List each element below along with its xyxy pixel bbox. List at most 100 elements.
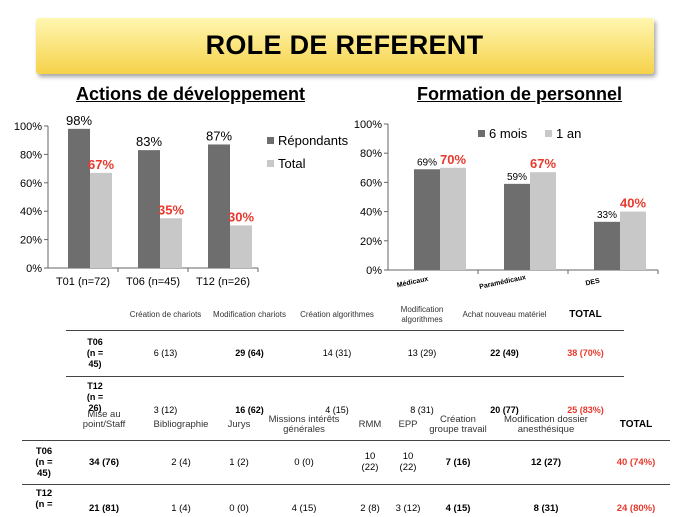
data-label: 33%	[597, 210, 617, 221]
x-tick-label: DES	[585, 278, 601, 288]
y-tick-label: 80%	[20, 149, 42, 161]
cell: 13 (29)	[382, 329, 462, 376]
legend-swatch	[478, 130, 485, 137]
cell: 29 (64)	[207, 329, 292, 376]
bar	[230, 225, 252, 268]
bar	[530, 172, 556, 270]
bar	[620, 211, 646, 270]
bar	[208, 144, 230, 268]
bar	[138, 150, 160, 268]
bar	[594, 221, 620, 270]
y-tick-label: 60%	[360, 177, 382, 189]
table1-header: Modification algorithmes	[400, 304, 444, 324]
table-actions: Création de chariots Modification chario…	[66, 300, 624, 416]
cell: 22 (49)	[462, 329, 547, 376]
y-tick-label: 0%	[366, 265, 382, 277]
data-label: 35%	[158, 202, 184, 217]
table2-header: Missions intérêts générales	[268, 413, 340, 435]
y-tick-label: 20%	[20, 235, 42, 247]
bar	[440, 167, 466, 270]
x-tick-label: T12 (n=26)	[196, 276, 250, 288]
cell: 8 (31)	[490, 483, 602, 514]
data-label: 87%	[206, 128, 232, 143]
cell: 34 (76)	[66, 439, 142, 484]
legend-swatch	[267, 137, 274, 144]
row-label: T06 (n = 45)	[22, 439, 66, 484]
y-tick-label: 40%	[360, 207, 382, 219]
cell: 2 (4)	[142, 439, 220, 484]
cell: 4 (15)	[292, 375, 382, 416]
bar	[90, 172, 112, 268]
table2-header: Mise au point/Staff	[82, 409, 126, 430]
table2-header: Création groupe travail	[429, 413, 487, 435]
table2-header: Jurys	[227, 418, 251, 430]
y-tick-label: 40%	[20, 206, 42, 218]
right-chart-title: Formation de personnel	[417, 84, 623, 104]
row-label: T12 (n =	[22, 483, 66, 514]
table2-header: RMM	[358, 418, 382, 430]
cell: 1 (2)	[220, 439, 258, 484]
cell: 4 (15)	[258, 483, 350, 514]
legend-label: 1 an	[556, 126, 581, 141]
row-label: T06 (n = 45)	[66, 329, 124, 376]
x-tick-label: Médicaux	[396, 276, 429, 290]
y-tick-label: 20%	[360, 236, 382, 248]
cell: 3 (12)	[390, 483, 426, 514]
x-tick-label: Paramédicaux	[479, 274, 527, 291]
cell: 14 (31)	[292, 329, 382, 376]
cell: 8 (31)	[382, 375, 462, 416]
cell: 6 (13)	[124, 329, 207, 376]
y-tick-label: 0%	[26, 263, 42, 275]
left-chart-title: Actions de développement	[76, 84, 306, 104]
table2-header: Bibliographie	[153, 418, 209, 430]
cell-total: 25 (83%)	[547, 375, 624, 416]
cell: 7 (16)	[426, 439, 490, 484]
data-label: 98%	[66, 113, 92, 128]
x-tick-label: T06 (n=45)	[126, 276, 180, 288]
table-row: T06 (n = 45) 34 (76) 2 (4) 1 (2) 0 (0) 1…	[22, 439, 670, 484]
cell: 10 (22)	[350, 439, 390, 484]
table-formation: Mise au point/Staff Bibliographie Jurys …	[22, 410, 670, 514]
cell: 2 (8)	[350, 483, 390, 514]
bar	[504, 183, 530, 270]
x-tick-label: T01 (n=72)	[56, 276, 110, 288]
table-row: T12 (n = 21 (81) 1 (4) 0 (0) 4 (15) 2 (8…	[22, 483, 670, 514]
row-label: T12 (n = 26)	[66, 375, 124, 416]
legend-label: Répondants	[278, 133, 349, 148]
y-tick-label: 100%	[14, 121, 42, 133]
data-label: 40%	[620, 196, 646, 211]
y-tick-label: 60%	[20, 178, 42, 190]
bar	[414, 169, 440, 270]
table-row: T06 (n = 45) 6 (13) 29 (64) 14 (31) 13 (…	[66, 329, 624, 376]
cell: 3 (12)	[124, 375, 207, 416]
data-label: 59%	[507, 172, 527, 183]
data-label: 70%	[440, 152, 466, 167]
y-tick-label: 80%	[360, 148, 382, 160]
page-title: ROLE DE REFERENT	[205, 30, 484, 60]
data-label: 69%	[417, 157, 437, 168]
table1-header: TOTAL	[569, 308, 602, 320]
bar	[160, 218, 182, 268]
cell: 21 (81)	[66, 483, 142, 514]
cell: 0 (0)	[220, 483, 258, 514]
cell-total: 40 (74%)	[602, 439, 670, 484]
cell: 1 (4)	[142, 483, 220, 514]
cell: 12 (27)	[490, 439, 602, 484]
legend-label: 6 mois	[489, 126, 528, 141]
cell-total: 38 (70%)	[547, 329, 624, 376]
legend-swatch	[267, 160, 274, 167]
cell: 10 (22)	[390, 439, 426, 484]
data-label: 83%	[136, 134, 162, 149]
cell: 0 (0)	[258, 439, 350, 484]
table1-header: Achat nouveau matériel	[462, 309, 547, 319]
cell: 4 (15)	[426, 483, 490, 514]
y-tick-label: 100%	[354, 119, 382, 131]
data-label: 30%	[228, 209, 254, 224]
table-row: T12 (n = 26) 3 (12) 16 (62) 4 (15) 8 (31…	[66, 375, 624, 416]
table2-header: EPP	[398, 418, 418, 430]
table1-header: Création de chariots	[129, 309, 202, 319]
table1-header: Modification chariots	[213, 309, 286, 319]
title-banner	[36, 18, 654, 74]
